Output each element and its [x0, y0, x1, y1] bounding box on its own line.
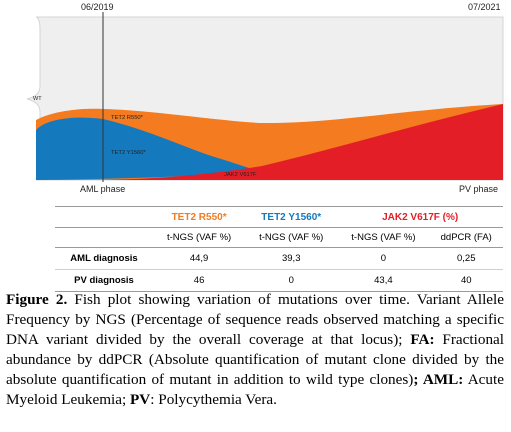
- caption-text: Fish plot showing variation of mutations…: [6, 291, 504, 348]
- caption-text: : Polycythemia Vera.: [150, 391, 277, 408]
- table-row: AML diagnosis 44,9 39,3 0 0,25: [55, 247, 503, 270]
- table-subheader-cell: [55, 227, 153, 248]
- x-start-label: 06/2019: [81, 2, 114, 12]
- caption-text: Fractional abundance by ddPCR (Absolute …: [6, 331, 504, 388]
- table-header-tet2-r550: TET2 R550*: [153, 206, 246, 228]
- table-cell: 44,9: [153, 247, 246, 270]
- phase-start-label: AML phase: [80, 184, 125, 194]
- table-subheader-cell: t-NGS (VAF %): [153, 227, 246, 248]
- tet2-y1560-area: [36, 117, 262, 180]
- jak2-v617f-label: JAK2 V617F: [224, 172, 257, 178]
- fa-label: FA:: [410, 331, 435, 348]
- aml-label: ; AML:: [413, 371, 464, 388]
- x-end-label: 07/2021: [468, 2, 501, 12]
- table-subheader-cell: ddPCR (FA): [429, 227, 503, 248]
- table-subheader-cell: t-NGS (VAF %): [337, 227, 430, 248]
- vaf-table: TET2 R550* TET2 Y1560* JAK2 V617F (%) t-…: [55, 206, 503, 292]
- table-header-empty: [55, 206, 153, 228]
- table-row: PV diagnosis 46 0 43,4 40: [55, 269, 503, 292]
- tet2-r550-label: TET2 R550*: [111, 115, 144, 121]
- figure-label: Figure 2.: [6, 291, 68, 308]
- figure-caption: Figure 2. Fish plot showing variation of…: [6, 290, 504, 410]
- row-label: AML diagnosis: [55, 247, 153, 270]
- wt-label: WT: [33, 96, 42, 102]
- jak2-v617f-area: [103, 104, 503, 180]
- phase-end-label: PV phase: [459, 184, 498, 194]
- fish-plot: 06/2019 07/2021 WT TET2 R550* TET2 Y1560…: [26, 2, 504, 194]
- table-header-jak2: JAK2 V617F (%): [337, 206, 503, 228]
- tet2-y1560-label: TET2 Y1560*: [111, 150, 146, 156]
- table-cell: 0: [337, 247, 430, 270]
- table-cell: 43,4: [337, 269, 430, 292]
- row-label: PV diagnosis: [55, 269, 153, 292]
- caption-text: Acute Myeloid Leukemia;: [6, 371, 504, 408]
- table-cell: 0: [245, 269, 338, 292]
- table-cell: 0,25: [429, 247, 503, 270]
- table-subheader-row: t-NGS (VAF %) t-NGS (VAF %) t-NGS (VAF %…: [55, 227, 503, 248]
- table-header-row: TET2 R550* TET2 Y1560* JAK2 V617F (%): [55, 206, 503, 228]
- table-cell: 40: [429, 269, 503, 292]
- pv-label: PV: [130, 391, 151, 408]
- table-subheader-cell: t-NGS (VAF %): [245, 227, 338, 248]
- table-cell: 46: [153, 269, 246, 292]
- table-header-tet2-y1560: TET2 Y1560*: [245, 206, 338, 228]
- table-cell: 39,3: [245, 247, 338, 270]
